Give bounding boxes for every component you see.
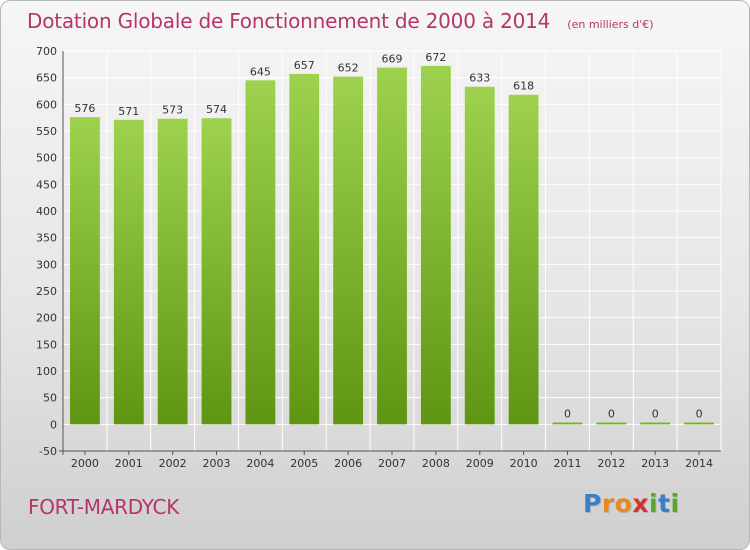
x-tick-label-2003: 2003 (203, 457, 231, 470)
bar-2000 (70, 117, 100, 425)
data-label-2008: 672 (425, 51, 446, 64)
y-tick-label: 50 (43, 392, 57, 405)
data-label-2000: 576 (74, 102, 95, 115)
y-tick-label: 200 (36, 312, 57, 325)
y-tick-label: -50 (39, 445, 57, 458)
x-tick-label-2008: 2008 (422, 457, 450, 470)
bar-2004 (245, 80, 276, 425)
data-label-2013: 0 (652, 407, 659, 420)
y-tick-label: 350 (36, 232, 57, 245)
y-tick-label: 250 (36, 285, 57, 298)
x-tick-label-2002: 2002 (159, 457, 187, 470)
bar-2008 (420, 65, 451, 425)
data-label-2004: 645 (250, 65, 271, 78)
bar-2011 (552, 422, 583, 425)
data-label-2009: 633 (469, 72, 490, 85)
data-label-2007: 669 (382, 53, 403, 66)
y-tick-label: 150 (36, 338, 57, 351)
x-tick-label-2004: 2004 (246, 457, 274, 470)
x-tick-label-2001: 2001 (115, 457, 143, 470)
logo-letter: t (658, 489, 671, 518)
bar-layer (70, 65, 714, 425)
logo-letter: r (601, 489, 615, 518)
x-tick-label-2007: 2007 (378, 457, 406, 470)
bar-2012 (596, 422, 627, 425)
chart-title: Dotation Globale de Fonctionnement de 20… (27, 9, 551, 33)
title-row: Dotation Globale de Fonctionnement de 20… (27, 9, 654, 33)
unit-note: (en milliers d'€) (567, 18, 654, 31)
y-tick-label: 700 (36, 45, 57, 58)
data-label-2011: 0 (564, 407, 571, 420)
y-tick-label: 300 (36, 258, 57, 271)
y-tick-label: 0 (50, 418, 57, 431)
data-label-2014: 0 (696, 407, 703, 420)
bar-2005 (289, 73, 320, 425)
bar-2009 (464, 86, 495, 425)
bar-2007 (377, 67, 407, 425)
data-label-2002: 573 (162, 104, 183, 117)
bar-2014 (684, 422, 714, 425)
y-tick-label: 600 (36, 98, 57, 111)
logo-letter: o (614, 489, 633, 518)
logo-letter: i (670, 489, 680, 518)
bar-2003 (201, 118, 232, 425)
data-label-2001: 571 (118, 105, 139, 118)
proxiti-logo[interactable]: Proxiti (583, 489, 680, 518)
bar-2013 (640, 422, 671, 425)
axis-layer: -50 0 50 100 150 200 250 300 350 400 450 500 550 600 6… (36, 45, 721, 470)
x-tick-label-2009: 2009 (466, 457, 494, 470)
data-label-2003: 574 (206, 103, 227, 116)
label-layer: 576 571 573 574 645 657 652 669 672 633 618 0 0 0 0 (74, 51, 702, 420)
bar-2002 (157, 118, 188, 425)
data-label-2006: 652 (338, 62, 359, 75)
commune-name: FORT-MARDYCK (28, 495, 180, 519)
bar-2006 (333, 76, 364, 425)
y-tick-label: 650 (36, 72, 57, 85)
x-tick-label-2006: 2006 (334, 457, 362, 470)
x-tick-label-2010: 2010 (510, 457, 538, 470)
x-tick-label-2011: 2011 (553, 457, 581, 470)
bar-2001 (113, 119, 144, 425)
data-label-2012: 0 (608, 407, 615, 420)
y-tick-label: 500 (36, 152, 57, 165)
y-tick-label: 400 (36, 205, 57, 218)
y-tick-label: 450 (36, 178, 57, 191)
data-label-2005: 657 (294, 59, 315, 72)
bar-2010 (508, 94, 539, 425)
x-tick-label-2012: 2012 (597, 457, 625, 470)
x-tick-label-2014: 2014 (685, 457, 713, 470)
data-label-2010: 618 (513, 80, 534, 93)
y-tick-label: 550 (36, 125, 57, 138)
logo-letter: i (649, 489, 659, 518)
y-tick-label: 100 (36, 365, 57, 378)
x-tick-label-2005: 2005 (290, 457, 318, 470)
x-tick-label-2013: 2013 (641, 457, 669, 470)
logo-letter: x (632, 489, 649, 518)
logo-letter: P (583, 489, 602, 518)
x-tick-label-2000: 2000 (71, 457, 99, 470)
